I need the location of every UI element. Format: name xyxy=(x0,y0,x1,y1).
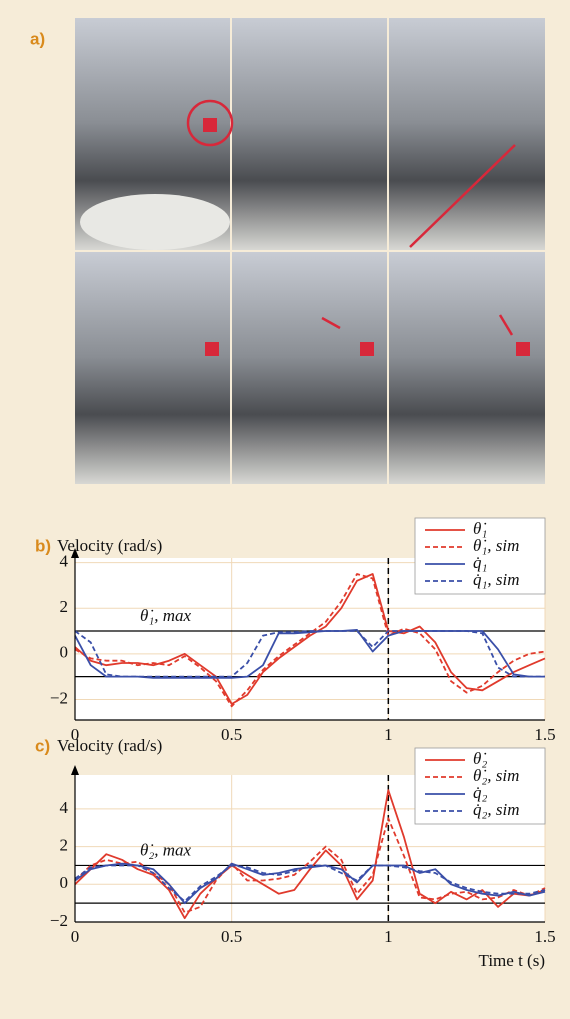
annotation: θ̇₂, max xyxy=(140,840,192,859)
table xyxy=(80,194,230,250)
series-line xyxy=(74,630,545,678)
legend-label: q̇₁, sim xyxy=(473,570,520,589)
chart-title: Velocity (rad/s) xyxy=(57,536,162,555)
panel-label: b) xyxy=(35,536,51,555)
panel-label: a) xyxy=(30,29,45,48)
arrow xyxy=(321,316,341,330)
legend-label: q̇₂, sim xyxy=(473,800,520,819)
x-tick-label: 0 xyxy=(71,927,80,946)
legend-label: θ̇₂, sim xyxy=(473,766,519,785)
cup xyxy=(516,342,530,356)
series-line xyxy=(74,573,546,708)
y-tick-label: 0 xyxy=(60,873,69,892)
series-line xyxy=(74,573,546,705)
x-tick-label: 0 xyxy=(71,725,80,744)
y-tick-label: 4 xyxy=(60,551,69,570)
photo xyxy=(232,252,387,484)
series-line xyxy=(74,789,546,920)
photo xyxy=(389,252,545,484)
cup xyxy=(360,342,374,356)
series-line xyxy=(74,862,546,905)
y-tick-label: 0 xyxy=(60,643,69,662)
axis-arrow xyxy=(71,548,79,558)
cup xyxy=(203,118,217,132)
x-axis-label: Time t (s) xyxy=(479,951,545,970)
x-tick-label: 1 xyxy=(384,725,393,744)
legend-label: q̇₁ xyxy=(473,553,487,572)
series-line xyxy=(74,864,546,903)
arrow xyxy=(498,314,514,336)
x-tick-label: 0.5 xyxy=(221,927,242,946)
legend-label: q̇₂ xyxy=(473,783,488,802)
y-tick-label: −2 xyxy=(50,911,68,930)
y-tick-label: 2 xyxy=(60,836,69,855)
highlight-circle xyxy=(186,99,234,147)
legend-label: θ̇₂ xyxy=(473,749,487,768)
y-tick-label: 4 xyxy=(60,798,69,817)
axis-arrow xyxy=(71,765,79,775)
legend-label: θ̇₁ xyxy=(473,519,487,538)
photo-grid xyxy=(75,18,545,484)
x-tick-label: 1.5 xyxy=(534,927,555,946)
cup xyxy=(205,342,219,356)
chart-title: Velocity (rad/s) xyxy=(57,736,162,755)
x-tick-label: 1 xyxy=(384,927,393,946)
x-tick-label: 1.5 xyxy=(534,725,555,744)
y-tick-label: −2 xyxy=(50,688,68,707)
legend-label: θ̇₁, sim xyxy=(473,536,519,555)
photo xyxy=(232,18,387,250)
annotation: θ̇₁, max xyxy=(140,606,192,625)
panel-label: c) xyxy=(35,736,50,755)
photo xyxy=(389,18,545,250)
x-tick-label: 0.5 xyxy=(221,725,242,744)
trajectory-line xyxy=(409,144,516,248)
photo xyxy=(75,252,230,484)
y-tick-label: 2 xyxy=(60,597,69,616)
